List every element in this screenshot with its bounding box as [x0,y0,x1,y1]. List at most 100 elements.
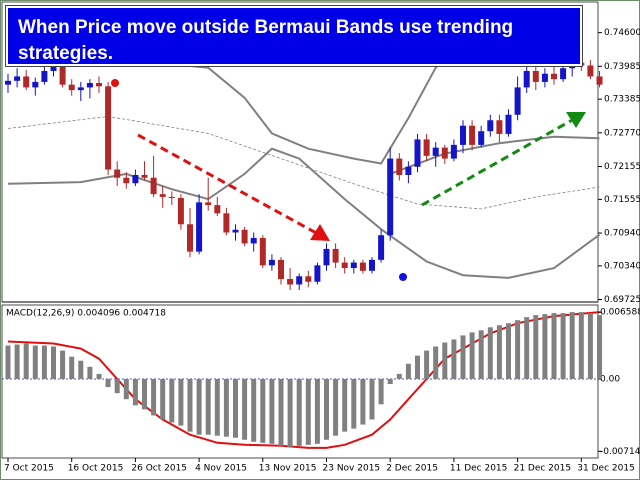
x-tick-label: 11 Dec 2015 [450,464,508,474]
candle-body [478,131,485,145]
macd-header: MACD(12,26,9) 0.004096 0.004718 [6,309,166,319]
histogram-bar [597,315,602,379]
candle-body [587,65,594,77]
up-arrow [421,117,575,207]
histogram-bar [114,378,120,394]
histogram-bar [251,378,257,442]
candle-body [596,76,603,85]
histogram-bar [496,325,502,379]
candle-body [496,120,503,134]
candle-body [514,87,521,115]
candle-body [223,213,230,233]
candle-body [77,87,84,91]
candle-body [259,237,266,266]
histogram-bar [169,378,175,423]
histogram-bar [233,378,238,438]
candle-body [460,125,466,145]
candle-body [114,169,121,178]
candle-body [96,83,102,87]
histogram-bar [560,313,566,379]
candle-body [150,177,157,195]
histogram-bar [424,350,430,379]
x-tick-label: 21 Dec 2015 [514,464,572,474]
histogram-bar [105,378,111,388]
histogram-bar [287,378,293,447]
y-tick-label: 0.73385 [604,95,640,105]
x-tick-label: 2 Dec 2015 [386,464,438,474]
candle-body [423,139,430,156]
down-arrow [137,133,319,236]
histogram-bar [533,315,539,379]
histogram-bar [405,363,411,379]
histogram-bar [569,312,575,379]
candle-body [323,248,330,266]
histogram-bar [123,378,129,400]
y-tick-label: 0.72155 [604,162,640,172]
histogram-bar [506,323,511,379]
candle-body [5,80,11,85]
candle-body [487,120,494,132]
candle-body [505,114,512,134]
candle-body [541,73,548,82]
histogram-bar [69,356,75,379]
y-tick-label: 0.70940 [604,229,640,239]
candle-body [214,205,221,214]
line [7,311,600,449]
y-tick-label: 0.69725 [604,295,640,305]
candle-body [241,229,248,244]
candle-body [168,196,175,198]
candle-body [232,229,239,233]
candle-body [523,70,530,88]
histogram-bar [442,342,448,379]
candle-body [196,202,203,252]
histogram-bar [460,335,466,379]
histogram-bar [196,378,202,435]
candle-body [532,70,539,82]
histogram-bar [578,312,584,379]
x-tick-label: 23 Nov 2015 [323,464,381,474]
candle-body [14,76,21,81]
up-arrow-head [566,112,586,128]
histogram-bar [369,378,375,420]
histogram-bar [242,378,248,440]
candle-body [278,259,284,280]
candle-body [387,158,394,236]
histogram-bar [542,314,548,379]
histogram-bar [32,345,38,379]
candle-body [105,86,112,170]
candle-body [187,224,193,252]
histogram-bar [151,378,157,416]
histogram-bar [487,327,493,379]
histogram-bar [60,350,66,379]
candle-body [296,276,303,285]
x-tick-label: 26 Oct 2015 [131,464,187,474]
line [7,147,601,279]
candle-body [341,262,348,269]
histogram-bar [132,378,138,406]
histogram-bar [342,378,348,432]
histogram-bar [433,346,439,379]
candle-body [350,262,357,269]
histogram-bar [314,378,320,444]
histogram-bar [214,378,220,436]
histogram-bar [524,317,530,379]
histogram-bar [96,373,102,379]
candle-body [405,166,412,175]
histogram-bar [23,343,29,379]
histogram-bar [587,313,593,379]
candle-body [86,83,93,88]
histogram-bar [178,378,184,426]
candle-body [469,125,476,145]
x-tick-label: 4 Nov 2015 [195,464,247,474]
candle-body [287,279,294,285]
y-tick-label: 0.72770 [604,128,640,138]
candle-body [305,276,312,282]
candle-body [205,202,212,206]
histogram-bar [469,332,475,379]
candle-body [450,144,457,159]
candle-body [441,147,448,159]
macd-panel [1,304,599,459]
candle-body [132,174,139,184]
histogram-bar [451,339,457,379]
